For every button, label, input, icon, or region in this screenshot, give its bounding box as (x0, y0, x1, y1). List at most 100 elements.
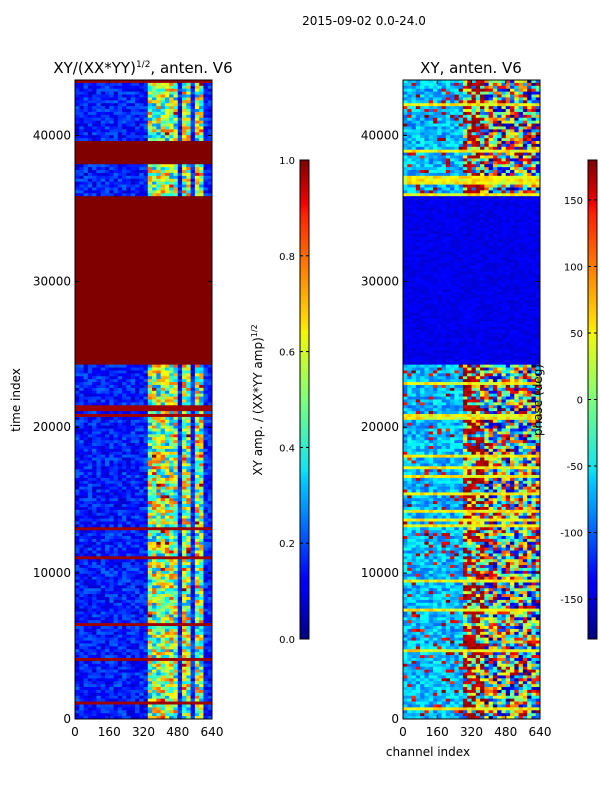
amplitude-cell (186, 126, 191, 130)
amplitude-cell (173, 559, 179, 563)
amplitude-cell (160, 103, 166, 107)
amplitude-cell (199, 538, 204, 543)
amplitude-cell (173, 605, 179, 610)
amplitude-row (75, 126, 213, 130)
amplitude-cell (122, 538, 127, 543)
amplitude-cell (143, 640, 149, 644)
amplitude-row (75, 350, 212, 354)
amplitude-cell (203, 579, 209, 583)
amplitude-cell (75, 698, 80, 702)
amplitude-cell (75, 396, 80, 400)
amplitude-cell (199, 521, 204, 525)
amplitude-cell (139, 672, 144, 676)
amplitude-row (75, 242, 212, 246)
amplitude-cell (96, 440, 102, 444)
amplitude-cell (182, 94, 187, 98)
amplitude-cell (186, 466, 191, 470)
amplitude-cell (79, 416, 84, 421)
amplitude-cell (79, 376, 84, 380)
amplitude-cell (182, 692, 187, 697)
amplitude-cell (92, 573, 97, 578)
amplitude-cell (87, 472, 93, 476)
amplitude-cell (87, 605, 93, 610)
amplitude-cell (126, 379, 132, 383)
amplitude-cell (164, 536, 170, 540)
amplitude-cell (83, 94, 89, 98)
amplitude-cell (92, 129, 97, 133)
amplitude-cell (100, 184, 106, 188)
amplitude-cell (160, 379, 166, 383)
amplitude-cell (130, 672, 136, 676)
amplitude-cell (207, 170, 213, 174)
amplitude-cell (194, 178, 200, 183)
amplitude-cell (143, 646, 149, 650)
amplitude-cell (169, 695, 174, 700)
amplitude-row (75, 634, 213, 639)
amplitude-cell (83, 445, 89, 450)
amplitude-row (75, 567, 213, 572)
amplitude-cell (152, 495, 157, 499)
amplitude-cell (104, 469, 110, 473)
amplitude-cell (203, 373, 209, 377)
amplitude-cell (117, 472, 123, 476)
amplitude-cell (126, 689, 132, 694)
amplitude-cell (130, 187, 136, 191)
amplitude-cell (79, 97, 84, 101)
amplitude-cell (79, 428, 84, 432)
amplitude-cell (122, 106, 127, 110)
amplitude-cell (160, 594, 166, 598)
amplitude-cell (207, 646, 213, 650)
amplitude-cell (79, 498, 84, 502)
amplitude-cell (186, 687, 191, 691)
amplitude-cell (156, 608, 162, 612)
amplitude-cell (104, 599, 110, 604)
amplitude-cell (207, 123, 213, 127)
amplitude-cell (87, 640, 93, 644)
amplitude-cell (122, 382, 127, 386)
amplitude-cell (194, 533, 200, 537)
amplitude-row (75, 402, 213, 406)
amplitude-cell (113, 373, 119, 377)
amplitude-cell (143, 399, 149, 403)
amplitude-cell (113, 608, 119, 612)
amplitude-cell (139, 82, 144, 87)
amplitude-cell (186, 135, 191, 139)
amplitude-cell (130, 538, 136, 543)
amplitude-cell (122, 472, 127, 476)
amplitude-cell (152, 553, 157, 557)
amplitude-cell (160, 187, 166, 191)
amplitude-cell (186, 132, 191, 136)
amplitude-cell (203, 515, 209, 519)
amplitude-cell (75, 687, 80, 691)
amplitude-row (75, 239, 212, 244)
amplitude-cell (83, 486, 89, 490)
amplitude-cell (182, 669, 187, 673)
amplitude-cell (100, 402, 106, 406)
amplitude-cell (182, 640, 187, 644)
amplitude-cell (177, 167, 183, 171)
amplitude-cell (75, 672, 80, 676)
amplitude-cell (75, 675, 80, 679)
amplitude-cell (96, 652, 102, 656)
amplitude-cell (134, 411, 140, 415)
amplitude-cell (109, 399, 114, 403)
amplitude-cell (134, 138, 140, 142)
amplitude-cell (75, 692, 80, 697)
amplitude-cell (190, 454, 196, 458)
amplitude-cell (147, 646, 153, 650)
amplitude-cell (83, 695, 89, 700)
amplitude-cell (113, 637, 119, 641)
amplitude-cell (177, 498, 183, 502)
amplitude-cell (152, 477, 157, 482)
amplitude-cell (117, 425, 123, 429)
amplitude-cell (100, 541, 106, 546)
amplitude-cell (199, 434, 204, 438)
amplitude-cell (190, 408, 196, 412)
amplitude-cell (207, 111, 213, 116)
amplitude-cell (87, 658, 93, 662)
amplitude-cell (182, 588, 187, 592)
amplitude-cell (117, 469, 123, 473)
amplitude-cell (156, 681, 162, 685)
amplitude-cell (126, 663, 132, 668)
amplitude-cell (169, 608, 174, 612)
